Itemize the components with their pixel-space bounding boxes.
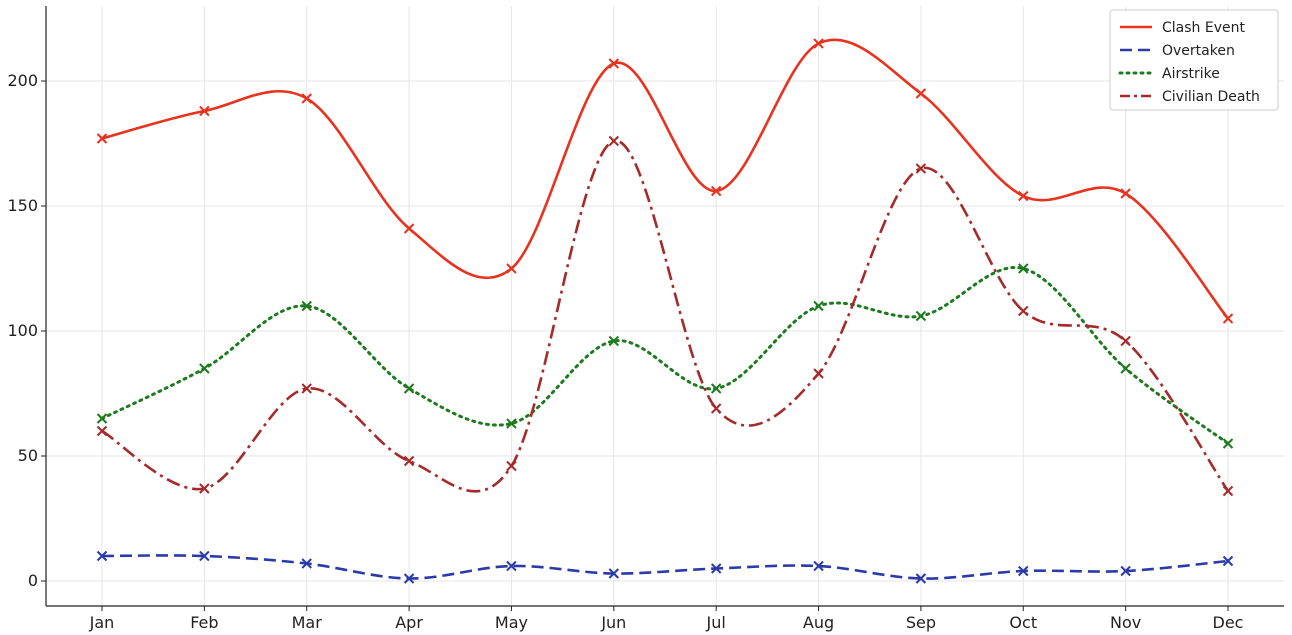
point-clash-event-dec [1222,313,1234,324]
point-civilian-death-jan [96,425,108,437]
legend-box [1109,9,1279,111]
legend-label-airstrike: Airstrike [1162,66,1220,82]
series-airstrike [96,263,1234,449]
x-tick-label-feb: Feb [190,613,218,632]
point-civilian-death-jul [710,403,722,414]
legend-label-civilian-death: Civilian Death [1162,89,1260,105]
point-civilian-death-feb [199,483,210,494]
legend-label-clash-event: Clash Event [1162,20,1245,36]
grid-lines [46,6,1284,606]
point-clash-event-mar [301,93,312,104]
point-overtaken-apr [403,573,415,584]
point-civilian-death-dec [1222,485,1234,497]
x-tick-label-dec: Dec [1213,613,1244,632]
point-airstrike-sep [915,310,927,322]
x-tick-label-apr: Apr [395,613,423,632]
point-airstrike-jun [608,335,620,347]
legend-item-overtaken: Overtaken [1120,43,1235,59]
point-airstrike-apr [403,383,415,394]
y-tick-label-200: 200 [7,71,38,90]
point-airstrike-feb [199,363,210,374]
point-airstrike-nov [1120,363,1131,374]
point-overtaken-jun [608,568,620,579]
series-line-clash-event [101,38,1230,320]
legend: Clash Event Overtaken Airstrike Civilian De… [1109,9,1279,111]
x-tick-label-sep: Sep [906,613,936,632]
point-civilian-death-mar [301,383,312,394]
axes [45,6,1284,607]
point-clash-event-jun [608,58,620,69]
point-airstrike-oct [1018,263,1029,274]
y-tick-label-150: 150 [7,196,38,215]
point-overtaken-sep [915,573,927,584]
legend-item-civilian-death: Civilian Death [1120,89,1260,105]
point-clash-event-sep [915,88,927,99]
point-clash-event-jul [710,185,722,197]
point-overtaken-mar [301,558,312,569]
point-clash-event-apr [403,223,415,234]
x-tick-label-oct: Oct [1009,613,1037,632]
point-airstrike-dec [1222,438,1234,449]
series-clash-event [96,38,1234,324]
point-clash-event-feb [199,105,210,117]
x-tick-label-aug: Aug [803,613,834,632]
tick-labels: Jan Feb Mar Apr May Jun Jul Aug Sep Oct Nov Dec 0 50 1… [7,71,1243,632]
x-tick-label-mar: Mar [292,613,323,632]
point-clash-event-aug [813,38,824,49]
x-tick-label-jan: Jan [89,613,115,632]
point-civilian-death-oct [1018,305,1029,317]
point-airstrike-may [506,418,517,429]
series-line-airstrike [100,265,1230,445]
point-overtaken-feb [199,550,210,562]
legend-label-overtaken: Overtaken [1162,43,1235,59]
x-tick-label-nov: Nov [1110,613,1141,632]
point-clash-event-oct [1018,190,1029,202]
point-civilian-death-may [506,460,517,472]
point-overtaken-jul [710,563,722,574]
point-civilian-death-sep [915,163,927,174]
x-tick-label-jul: Jul [706,613,726,632]
y-tick-label-100: 100 [7,321,38,340]
point-overtaken-jan [96,550,108,562]
series-overtaken [96,550,1234,584]
point-clash-event-may [506,263,517,274]
point-clash-event-jan [96,133,108,144]
point-airstrike-aug [813,300,824,312]
x-tick-label-may: May [495,613,528,632]
point-airstrike-mar [301,300,312,312]
point-overtaken-dec [1222,555,1234,567]
x-tick-label-jun: Jun [600,613,626,632]
legend-item-clash-event: Clash Event [1120,20,1245,36]
point-clash-event-nov [1120,188,1131,199]
series-civilian-death [96,135,1234,497]
point-civilian-death-jun [608,135,620,147]
series-layer [96,38,1234,584]
point-overtaken-oct [1018,565,1029,577]
point-civilian-death-aug [813,368,824,379]
legend-item-airstrike: Airstrike [1118,66,1220,82]
point-airstrike-jan [96,413,108,424]
point-overtaken-may [506,560,517,572]
point-civilian-death-nov [1120,335,1131,347]
y-tick-label-0: 0 [28,571,38,590]
point-overtaken-nov [1120,565,1131,577]
point-airstrike-jul [710,383,722,394]
series-line-overtaken [101,554,1229,580]
point-civilian-death-apr [403,455,415,467]
point-overtaken-aug [813,560,824,572]
y-tick-label-50: 50 [18,446,38,465]
